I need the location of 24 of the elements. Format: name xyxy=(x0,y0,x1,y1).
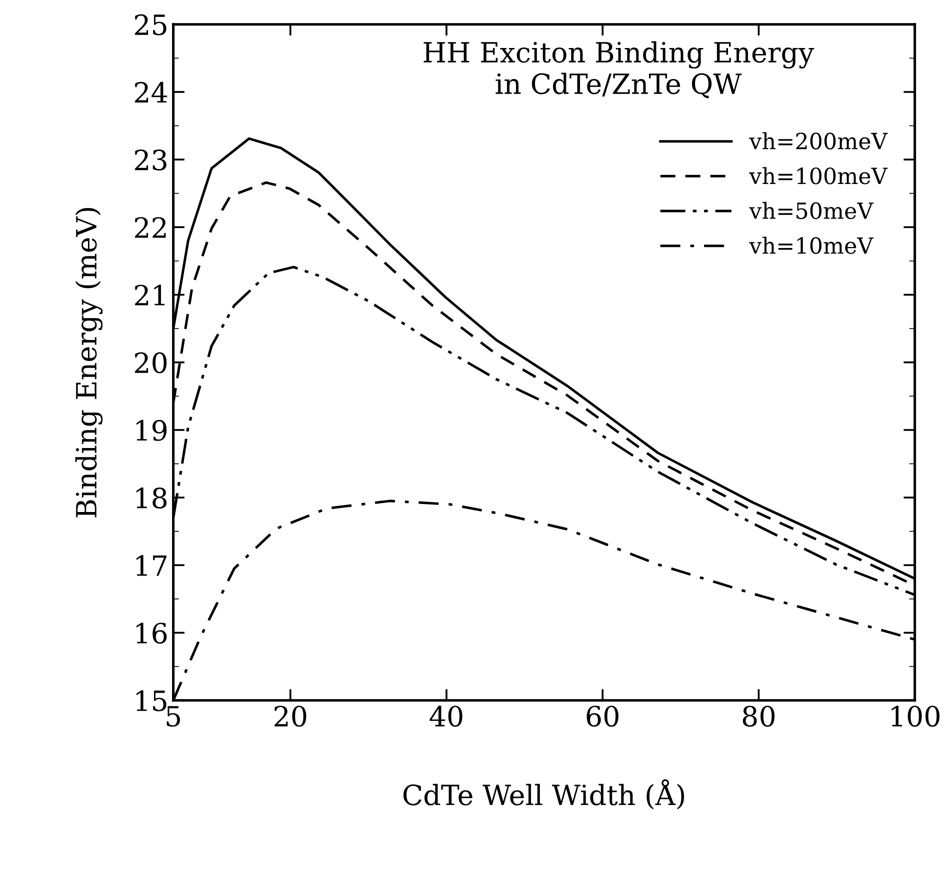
y-tick-label: 21 xyxy=(134,284,164,306)
y-tick-label: 23 xyxy=(134,149,166,171)
text: HH Exciton Binding Energy in CdTe/ZnTe QW xyxy=(424,41,814,98)
x-tick-label: 80 xyxy=(742,706,775,727)
legend-label: vh=100meV xyxy=(749,167,888,184)
y-tick-label: 22 xyxy=(134,217,166,238)
x-axis-title: CdTe Well Width (Å) xyxy=(403,779,684,810)
legend-label: vh=200meV xyxy=(749,132,888,150)
legend-label: vh=10meV xyxy=(749,236,874,254)
x-tick-label: 5 xyxy=(166,706,180,727)
x-tick-label: 60 xyxy=(586,706,618,727)
x-tick-label: 40 xyxy=(430,706,462,727)
y-tick-label: 15 xyxy=(136,690,166,712)
y-tick-label: 18 xyxy=(136,487,167,508)
y-tick-label: 24 xyxy=(134,82,168,103)
x-tick-label: 20 xyxy=(274,706,306,727)
y-tick-label: 16 xyxy=(136,622,167,644)
y-tick-label: 20 xyxy=(134,352,167,374)
y-tick-label: 19 xyxy=(136,420,167,441)
x-tick-label: 100 xyxy=(892,706,940,727)
legend-label: vh=50meV xyxy=(749,202,874,220)
y-tick-label: 17 xyxy=(136,555,166,576)
y-tick-label: 25 xyxy=(134,14,166,36)
y-axis-title: Binding Energy (meV) xyxy=(75,208,103,518)
